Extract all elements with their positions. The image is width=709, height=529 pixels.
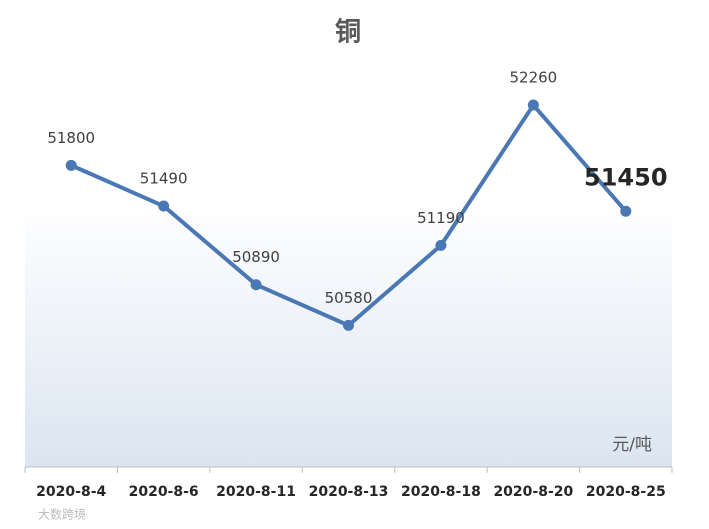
x-tick-label: 2020-8-11: [216, 484, 296, 500]
marker: [620, 205, 632, 217]
x-tick-label: 2020-8-13: [309, 484, 389, 500]
marker: [250, 279, 262, 291]
marker: [158, 200, 170, 212]
marker: [65, 159, 77, 171]
x-tick-label: 2020-8-18: [401, 484, 481, 500]
unit-label: 元/吨: [612, 435, 652, 455]
marker: [343, 319, 354, 331]
chart-title: 铜: [335, 18, 361, 48]
marker: [527, 99, 539, 111]
value-label: 52260: [509, 69, 557, 87]
x-tick-label: 2020-8-25: [586, 484, 666, 500]
x-tick-label: 2020-8-4: [36, 484, 106, 500]
value-label: 51450: [584, 163, 668, 191]
watermark: 大数跨境: [38, 507, 86, 522]
value-label: 51490: [140, 170, 188, 188]
value-label: 51800: [47, 129, 95, 147]
value-label: 51190: [417, 209, 465, 227]
marker: [435, 239, 447, 251]
value-label: 50580: [325, 289, 373, 307]
x-tick-label: 2020-8-20: [493, 484, 573, 500]
x-tick-label: 2020-8-6: [129, 484, 199, 500]
plot-background: [25, 200, 672, 467]
value-label: 50890: [232, 248, 280, 266]
